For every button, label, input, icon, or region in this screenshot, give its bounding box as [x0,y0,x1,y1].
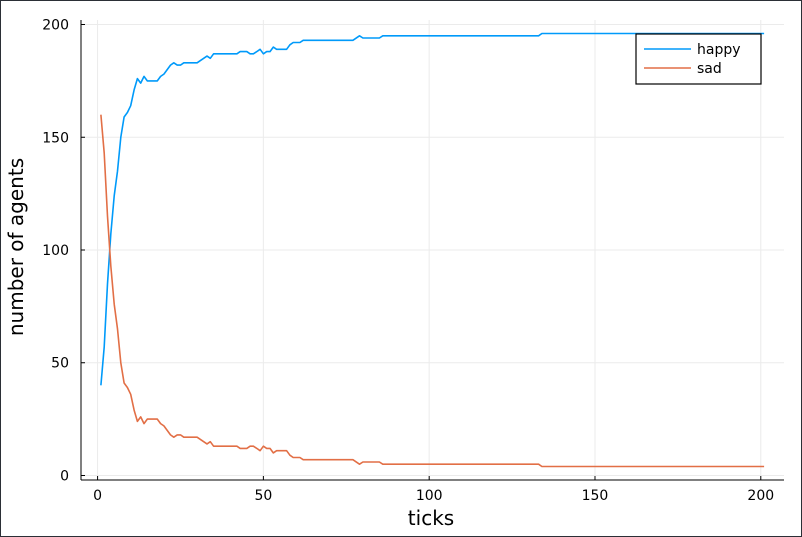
x-tick-label: 150 [582,488,609,504]
legend: happy sad [635,33,762,85]
y-tick-label: 0 [60,468,69,484]
legend-label-happy: happy [697,42,741,58]
y-axis-label: number of agents [4,158,28,336]
series-line-happy [100,32,765,386]
series-line-sad [100,114,765,468]
x-tick-label: 100 [416,488,443,504]
legend-label-sad: sad [697,61,722,77]
y-tick-label: 100 [42,243,69,259]
y-tick-label: 150 [42,130,69,146]
axes [80,20,784,481]
tick-labels: 0 50 100 150 200 0 50 100 150 200 [42,18,774,504]
x-tick-label: 50 [254,488,272,504]
series-lines [100,32,765,468]
grid-lines [81,20,784,480]
y-tick-label: 50 [51,356,69,372]
x-axis-label: ticks [408,506,454,530]
x-tick-label: 0 [93,488,102,504]
legend-box [635,33,762,85]
x-tick-label: 200 [747,488,774,504]
y-tick-label: 200 [42,18,69,34]
